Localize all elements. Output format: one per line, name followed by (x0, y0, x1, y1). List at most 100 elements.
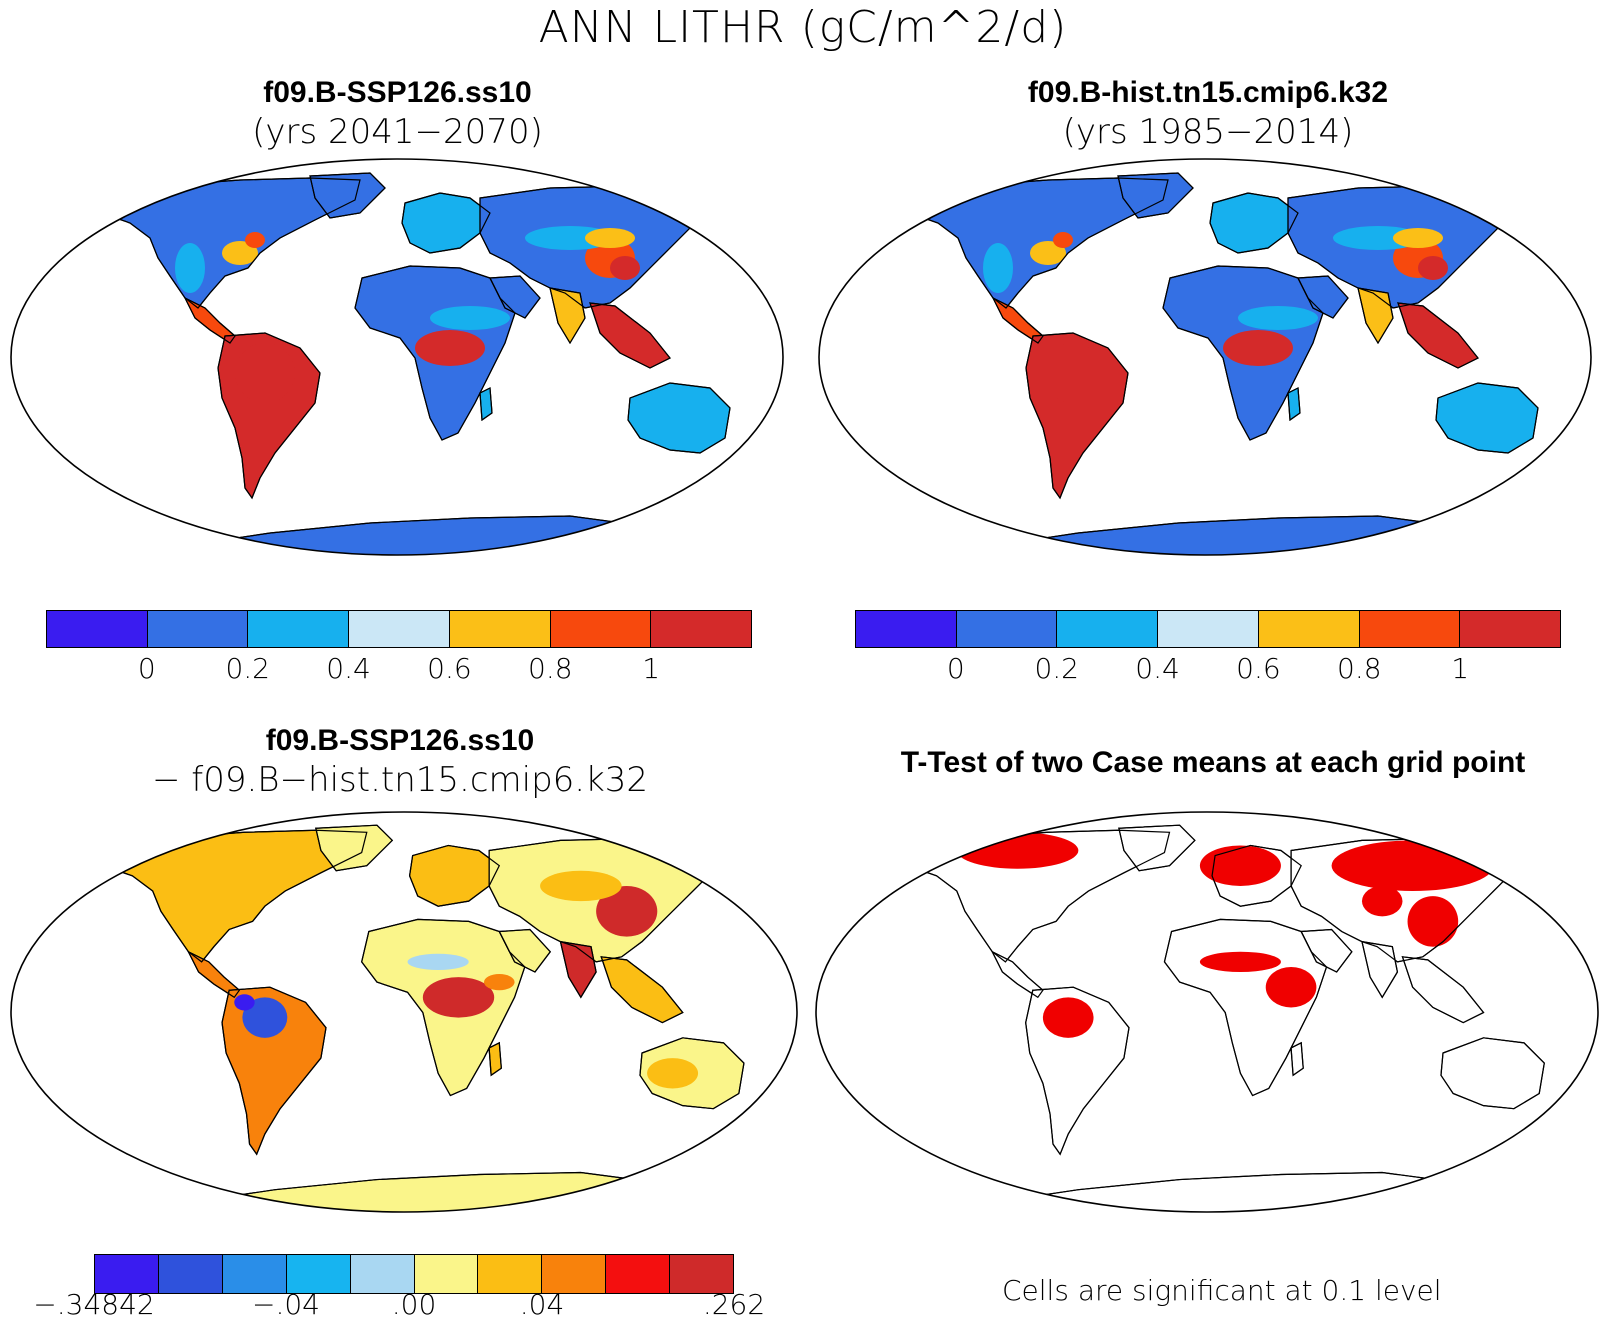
colorbar-tick-label: 0.6 (1236, 652, 1281, 685)
land-centralAmerica (187, 950, 241, 999)
land-greenland (309, 172, 386, 219)
colorbar-diff (94, 1254, 734, 1294)
map-top-right (818, 158, 1592, 556)
colorbar-tick-label: 0.6 (427, 652, 472, 685)
land-africa (1163, 918, 1328, 1097)
significance-note: Cells are significant at 0.1 level (1002, 1274, 1442, 1307)
colorbar-tick-label: 0.4 (1135, 652, 1180, 685)
colorbar-tick-label: .04 (519, 1288, 565, 1321)
land-europe (401, 192, 491, 254)
colorbar-swatch (47, 611, 148, 647)
field-patch (1265, 966, 1317, 1008)
panel-subtitle-bottom-left: − f09.B−hist.tn15.cmip6.k32 (151, 760, 649, 800)
panel-subtitle-top-left: (yrs 2041−2070) (252, 112, 543, 152)
land-europe (1209, 192, 1299, 254)
colorbar-swatch (222, 1255, 287, 1293)
land-australia (627, 382, 731, 454)
land-centralAmerica (991, 296, 1044, 344)
field-patch (1361, 885, 1403, 917)
field-patch (1238, 306, 1318, 330)
map-bottom-right (815, 811, 1599, 1213)
land-india (1361, 940, 1399, 999)
land-india (1357, 287, 1394, 345)
colorbar-swatch (478, 1255, 543, 1293)
land-europe (408, 844, 501, 907)
field-patch (610, 256, 640, 280)
land-seAsia (1401, 956, 1485, 1024)
land-india (559, 940, 597, 999)
colorbar-tick-label: 1 (642, 652, 661, 685)
colorbar-tick-label: 0.4 (326, 652, 371, 685)
colorbar-tick-label: 0 (946, 652, 965, 685)
field-patch (1053, 232, 1073, 248)
field-patch (1223, 330, 1293, 366)
field-patch (1393, 228, 1443, 248)
field-patch (222, 241, 258, 265)
field-patch (430, 306, 510, 330)
colorbar-tick-label: .262 (702, 1288, 766, 1321)
land-madagascar (1287, 387, 1301, 422)
colorbar-labels-diff: −.34842 −.04 .00 .04 .262 (33, 1288, 765, 1328)
field-patch (540, 870, 622, 902)
land-northAmerica (106, 829, 368, 963)
colorbar-tick-label: 0 (137, 652, 156, 685)
land-madagascar (1290, 1041, 1304, 1077)
map-bottom-left (10, 811, 798, 1213)
land-india (559, 940, 597, 999)
colorbar-swatch (147, 611, 249, 647)
land-europe (401, 192, 491, 254)
land-southAmerica (221, 986, 327, 1156)
colorbar-top-right (855, 610, 1561, 648)
field-patch (175, 243, 205, 293)
colorbar-tick-label: 1 (1451, 652, 1470, 685)
land-africa (1162, 265, 1324, 441)
land-europe (408, 844, 501, 907)
colorbar-labels-top-right: 0 0.2 0.4 0.6 0.8 1 (855, 652, 1561, 692)
colorbar-tick-label: 0.2 (1034, 652, 1079, 685)
land-seAsia (1397, 302, 1479, 369)
colorbar-swatch (350, 1255, 415, 1293)
land-southAmerica (217, 332, 321, 500)
map-top-left (10, 158, 784, 556)
land-europe (1209, 192, 1299, 254)
colorbar-swatch (95, 1255, 159, 1293)
field-patch (1199, 845, 1281, 886)
field-patch (647, 1058, 699, 1089)
land-northAmerica (912, 177, 1169, 309)
colorbar-tick-label: 0.8 (1337, 652, 1382, 685)
colorbar-tick-label: 0.8 (528, 652, 573, 685)
field-patch (234, 994, 255, 1011)
land-india (549, 287, 586, 345)
field-patch (415, 330, 485, 366)
field-patch (245, 232, 265, 248)
land-madagascar (488, 1041, 502, 1077)
colorbar-swatch (349, 611, 450, 647)
colorbar-swatch (1359, 611, 1461, 647)
land-centralAmerica (183, 296, 236, 344)
colorbar-swatch (606, 1255, 671, 1293)
colorbar-swatch (1460, 611, 1561, 647)
land-europe (1211, 844, 1302, 907)
colorbar-swatch (1057, 611, 1159, 647)
colorbar-tick-label: .00 (391, 1288, 437, 1321)
panel-title-bottom-left: f09.B-SSP126.ss10 (265, 724, 535, 757)
colorbar-swatch (414, 1255, 479, 1293)
colorbar-swatch (1158, 611, 1259, 647)
land-greenland (1117, 172, 1194, 219)
colorbar-tick-label: −.04 (252, 1288, 320, 1321)
land-centralAmerica (990, 950, 1044, 999)
panel-title-top-left: f09.B-SSP126.ss10 (263, 76, 532, 109)
main-title: ANN LITHR (gC/m^2/d) (538, 2, 1068, 53)
field-patch (422, 977, 495, 1018)
field-patch (596, 885, 658, 937)
field-patch (1407, 896, 1459, 947)
land-southAmerica (1025, 332, 1129, 500)
land-india (549, 287, 586, 345)
colorbar-swatch (856, 611, 957, 647)
field-patch (484, 974, 515, 991)
colorbar-swatch (1258, 611, 1360, 647)
colorbar-swatch (449, 611, 551, 647)
field-patch (407, 953, 469, 970)
field-patch (242, 997, 288, 1038)
field-patch (1331, 840, 1494, 891)
